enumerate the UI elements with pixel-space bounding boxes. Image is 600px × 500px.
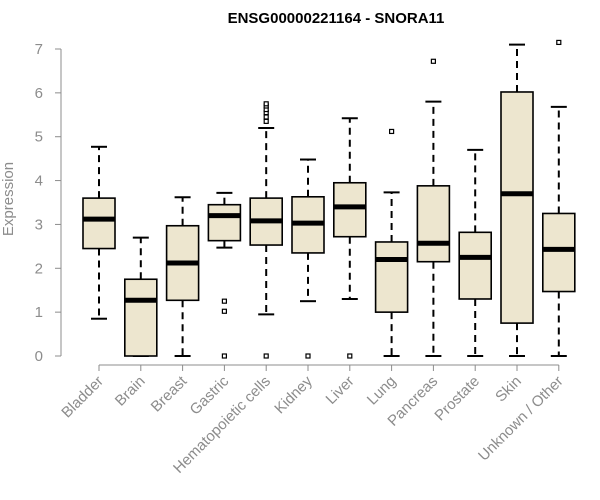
box-group: [500, 43, 534, 357]
outlier-point: [221, 353, 227, 359]
x-tick-label: Brain: [112, 373, 149, 410]
box-group: [332, 117, 367, 359]
chart-title: ENSG00000221164 - SNORA11: [228, 10, 445, 27]
outlier-point: [556, 39, 562, 46]
outlier-point: [263, 101, 269, 107]
outlier-point: [263, 353, 269, 359]
outlier-point: [221, 298, 227, 304]
box-group: [82, 145, 116, 320]
outlier-point: [263, 114, 269, 120]
y-tick-label: 0: [35, 348, 43, 365]
box-group: [165, 196, 200, 357]
box-group: [249, 101, 283, 359]
box-group: [541, 39, 576, 357]
x-tick-label: Lung: [364, 373, 400, 409]
iqr-box: [124, 278, 158, 357]
y-tick-label: 3: [35, 216, 43, 233]
x-tick-label: Breast: [148, 372, 191, 415]
x-tick-label: Bladder: [58, 373, 107, 422]
box-series: [82, 39, 576, 359]
y-tick-label: 2: [35, 260, 43, 277]
outlier-point: [430, 58, 436, 64]
box-group: [458, 148, 493, 357]
y-axis-label: Expression: [0, 162, 17, 236]
iqr-box: [332, 181, 367, 238]
iqr-box: [500, 91, 534, 324]
x-tick-label: Prostate: [431, 373, 483, 425]
outlier-point: [221, 308, 227, 314]
iqr-box: [82, 197, 116, 250]
outlier-point: [347, 353, 353, 359]
outlier-point: [389, 128, 395, 135]
outlier-point: [305, 353, 311, 359]
y-axis: 0 1 2 3 4 5 6 7: [35, 41, 62, 365]
x-tick-label: Liver: [323, 373, 358, 408]
box-group: [374, 128, 409, 357]
iqr-box: [458, 231, 493, 300]
box-group: [207, 191, 242, 359]
x-tick-label: Skin: [492, 373, 525, 406]
y-tick-label: 6: [35, 85, 43, 102]
iqr-box: [374, 241, 409, 313]
iqr-box: [416, 185, 451, 263]
y-tick-label: 4: [35, 173, 43, 190]
box-group: [124, 236, 158, 357]
box-group: [291, 158, 325, 359]
outlier-point: [263, 118, 269, 124]
y-tick-label: 5: [35, 129, 43, 146]
x-tick-label: Kidney: [271, 372, 316, 417]
y-tick-label: 1: [35, 304, 43, 321]
box-group: [416, 58, 451, 357]
iqr-box: [207, 203, 242, 242]
iqr-box: [541, 212, 576, 293]
y-tick-label: 7: [35, 41, 43, 58]
